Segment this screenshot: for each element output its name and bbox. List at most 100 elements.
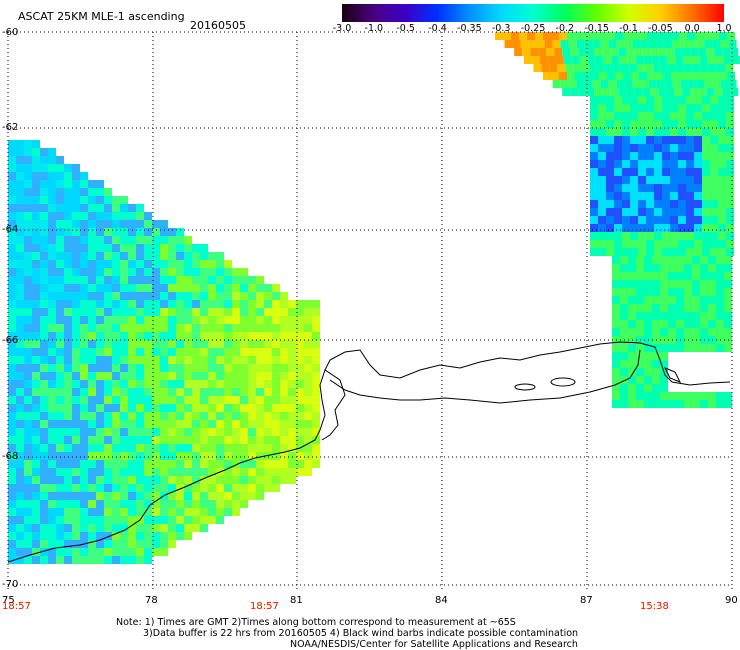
swath-cell-left [120, 300, 128, 308]
swath-cell-left [240, 292, 248, 300]
swath-cell-left [72, 460, 80, 468]
swath-cell-right [594, 48, 603, 56]
swath-cell-right [654, 232, 662, 240]
swath-cell-left [160, 468, 168, 476]
swath-cell-left [96, 460, 104, 468]
swath-cell-right [710, 152, 718, 160]
swath-cell-left [8, 196, 16, 204]
swath-cell-left [88, 428, 96, 436]
swath-cell-left [56, 156, 64, 164]
swath-cell-right [636, 392, 644, 400]
swath-cell-left [112, 452, 120, 460]
note-line-1: Note: 1) Times are GMT 2)Times along bot… [116, 617, 516, 628]
swath-cell-right [654, 200, 662, 208]
swath-cell-left [56, 252, 64, 260]
swath-cell-left [296, 348, 304, 356]
swath-cell-left [168, 516, 176, 524]
swath-cell-left [152, 484, 160, 492]
swath-cell-left [48, 444, 56, 452]
swath-cell-left [280, 436, 288, 444]
swath-cell-left [64, 188, 72, 196]
swath-cell-left [104, 308, 112, 316]
swath-cell-left [40, 212, 48, 220]
swath-cell-right [662, 168, 670, 176]
swath-cell-left [72, 428, 80, 436]
swath-cell-left [136, 316, 144, 324]
swath-cell-left [144, 492, 152, 500]
swath-cell-left [272, 316, 280, 324]
lon-label-81: 81 [290, 595, 303, 606]
swath-cell-left [288, 308, 296, 316]
swath-cell-left [216, 260, 224, 268]
swath-cell-left [248, 492, 256, 500]
swath-cell-left [40, 420, 48, 428]
swath-cell-left [64, 204, 72, 212]
swath-cell-left [168, 324, 176, 332]
swath-cell-left [72, 444, 80, 452]
swath-cell-left [24, 388, 32, 396]
swath-cell-right [628, 352, 636, 360]
swath-cell-right [660, 288, 668, 296]
swath-cell-left [280, 428, 288, 436]
swath-cell-right [660, 312, 668, 320]
colorbar-tick-label: -0.2 [555, 23, 575, 34]
swath-cell-right [718, 240, 726, 248]
swath-cell-left [200, 276, 208, 284]
swath-cell-left [304, 396, 312, 404]
swath-cell-left [72, 204, 80, 212]
swath-cell-right [598, 184, 606, 192]
swath-cell-left [152, 292, 160, 300]
lon-label-75: 75 [2, 595, 15, 606]
swath-cell-right [620, 312, 628, 320]
swath-cell-right [549, 64, 558, 72]
swath-cell-left [168, 364, 176, 372]
swath-cell-left [16, 364, 24, 372]
swath-cell-left [40, 428, 48, 436]
swath-cell-left [256, 364, 264, 372]
swath-cell-right [692, 320, 700, 328]
swath-cell-right [687, 32, 695, 40]
swath-cell-left [40, 516, 48, 524]
swath-cell-left [304, 364, 312, 372]
swath-cell-left [80, 236, 88, 244]
swath-cell-left [216, 364, 224, 372]
swath-cell-left [88, 540, 96, 548]
swath-cell-left [8, 436, 16, 444]
swath-cell-left [24, 556, 32, 564]
swath-cell-left [72, 356, 80, 364]
swath-cell-right [702, 208, 710, 216]
swath-cell-left [248, 452, 256, 460]
swath-cell-right [678, 232, 686, 240]
swath-cell-left [120, 500, 128, 508]
swath-cell-left [112, 356, 120, 364]
swath-cell-left [128, 516, 136, 524]
swath-cell-left [48, 396, 56, 404]
swath-cell-right [654, 168, 662, 176]
swath-cell-left [8, 348, 16, 356]
swath-cell-right [662, 112, 670, 120]
swath-cell-left [168, 356, 176, 364]
swath-cell-left [120, 244, 128, 252]
swath-cell-left [8, 212, 16, 220]
swath-cell-left [72, 316, 80, 324]
swath-cell-left [120, 196, 128, 204]
swath-cell-right [646, 184, 654, 192]
swath-cell-left [224, 300, 232, 308]
swath-cell-right [612, 256, 620, 264]
swath-cell-right [620, 328, 628, 336]
swath-cell-right [622, 152, 630, 160]
swath-cell-left [152, 532, 160, 540]
swath-cell-left [64, 516, 72, 524]
swath-cell-left [40, 508, 48, 516]
swath-cell-right [652, 392, 660, 400]
swath-cell-right [670, 136, 678, 144]
swath-cell-left [40, 412, 48, 420]
swath-cell-right [560, 80, 569, 88]
swath-cell-left [168, 476, 176, 484]
swath-cell-right [644, 320, 652, 328]
swath-cell-left [168, 420, 176, 428]
swath-cell-right [571, 56, 580, 64]
swath-cell-left [120, 460, 128, 468]
swath-cell-left [80, 188, 88, 196]
swath-cell-right [686, 120, 694, 128]
